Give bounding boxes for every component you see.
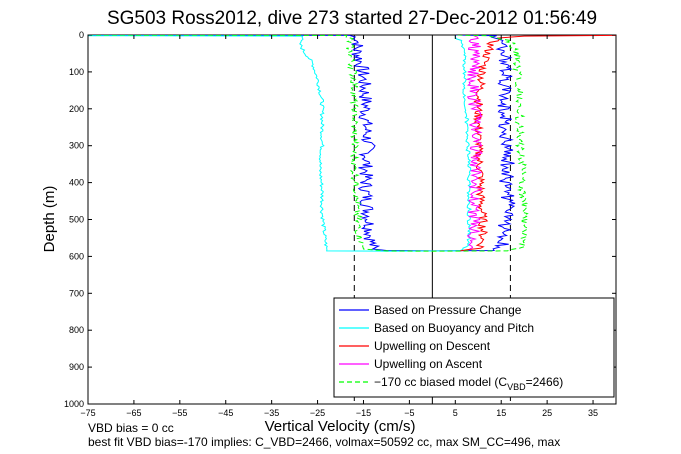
x-tick-label: 35 [588,408,598,418]
y-tick-label: 800 [69,325,84,335]
legend-label-ascent: Upwelling on Ascent [374,357,483,371]
legend-model-prefix: −170 cc biased model (C [374,375,507,389]
x-tick-label: 15 [496,408,506,418]
x-axis-ticks: −75 −65 −55 −45 −35 −25 −15 −5 5 15 25 35 [80,35,598,418]
x-axis-label: Vertical Velocity (cm/s) [265,418,416,435]
y-tick-label: 100 [69,67,84,77]
y-tick-label: 600 [69,251,84,261]
y-tick-label: 1000 [64,399,84,409]
x-tick-label: −5 [404,408,414,418]
legend-label-pressure: Based on Pressure Change [374,303,522,317]
x-tick-label: −65 [126,408,141,418]
x-tick-label: −25 [310,408,325,418]
legend-label-model: −170 cc biased model (CVBD=2466) [374,375,563,392]
legend-label-buoyancy: Based on Buoyancy and Pitch [374,321,534,335]
x-tick-label: −45 [218,408,233,418]
y-tick-label: 200 [69,104,84,114]
y-tick-label: 0 [79,30,84,40]
y-tick-label: 900 [69,362,84,372]
legend-model-suffix: =2466) [526,375,564,389]
y-tick-label: 700 [69,288,84,298]
x-tick-label: −35 [264,408,279,418]
series-buoyancy-pitch [88,35,473,252]
note-best-fit: best fit VBD bias=-170 implies: C_VBD=24… [88,435,560,449]
y-axis-ticks: 0 100 200 300 400 500 600 700 800 900 1000 [64,30,616,409]
series-biased-model [88,35,529,252]
series-upwelling-ascent [465,35,483,250]
series-group [88,35,616,252]
legend: Based on Pressure Change Based on Buoyan… [333,297,615,398]
y-tick-label: 300 [69,141,84,151]
legend-label-descent: Upwelling on Descent [374,339,491,353]
x-tick-label: −55 [172,408,187,418]
x-tick-label: −15 [356,408,371,418]
chart-title: SG503 Ross2012, dive 273 started 27-Dec-… [107,8,597,29]
y-tick-label: 400 [69,178,84,188]
legend-model-sub: VBD [507,382,526,392]
y-axis-label: Depth (m) [41,186,58,253]
x-tick-label: −75 [80,408,95,418]
x-tick-label: 5 [453,408,458,418]
x-tick-label: 25 [542,408,552,418]
legend-box [333,297,615,398]
note-vbd-bias: VBD bias = 0 cc [88,421,174,435]
y-tick-label: 500 [69,215,84,225]
